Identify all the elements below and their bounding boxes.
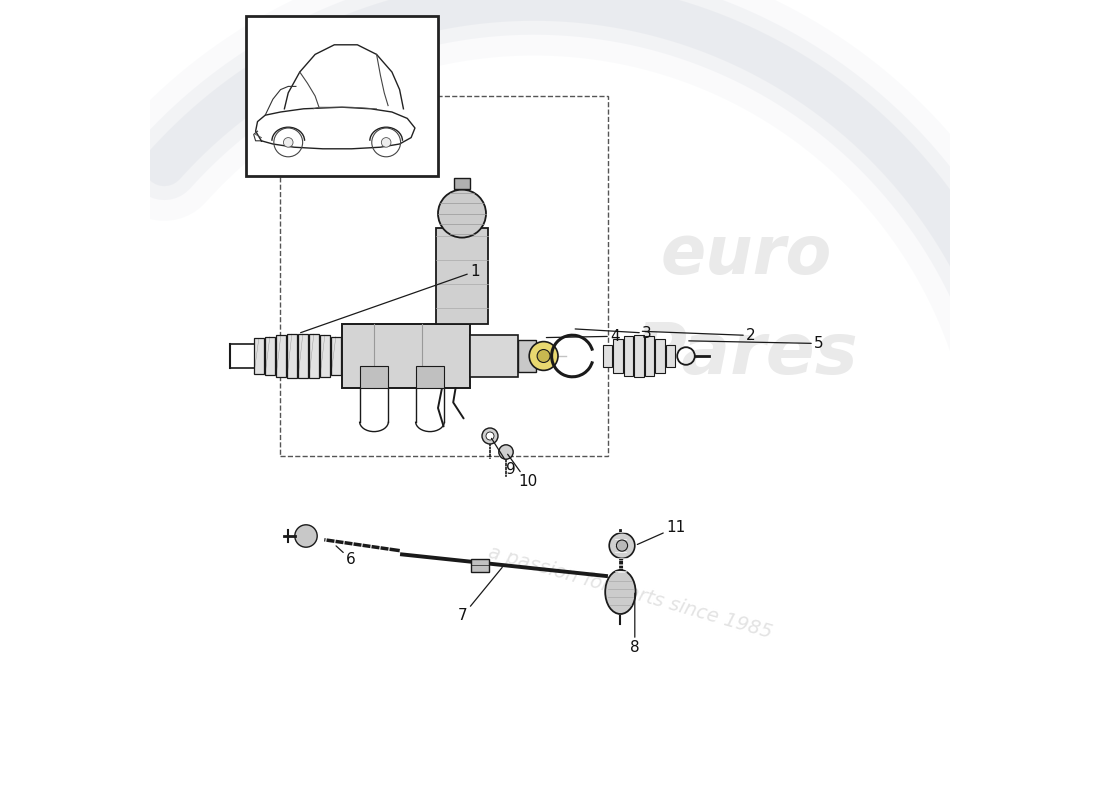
Bar	[276, 335, 286, 377]
Bar	[614, 339, 623, 373]
Circle shape	[529, 342, 558, 370]
Bar	[246, 16, 438, 176]
Circle shape	[295, 525, 317, 547]
Bar	[603, 345, 612, 367]
Circle shape	[486, 432, 494, 440]
Text: 3: 3	[575, 326, 651, 341]
Bar	[254, 338, 264, 374]
Circle shape	[616, 540, 628, 551]
Bar	[656, 339, 664, 373]
Bar	[471, 558, 488, 571]
Bar	[309, 334, 319, 378]
Text: 5: 5	[689, 336, 824, 351]
Circle shape	[382, 138, 390, 147]
Bar	[280, 96, 607, 456]
Text: Pares: Pares	[634, 320, 858, 389]
Bar	[320, 335, 330, 377]
Circle shape	[537, 350, 550, 362]
Text: 8: 8	[630, 593, 639, 655]
Bar	[454, 178, 470, 189]
Circle shape	[438, 190, 486, 238]
Bar	[666, 345, 675, 367]
Bar	[287, 334, 297, 378]
Bar	[265, 337, 275, 375]
Bar	[635, 335, 643, 377]
Bar	[624, 336, 634, 376]
Text: 6: 6	[336, 546, 355, 567]
Bar	[360, 366, 388, 388]
Ellipse shape	[605, 570, 636, 614]
Text: 2: 2	[642, 328, 756, 343]
Text: 10: 10	[507, 454, 537, 490]
Text: 1: 1	[300, 264, 480, 333]
Circle shape	[609, 533, 635, 558]
Bar	[342, 324, 470, 388]
Text: 7: 7	[458, 567, 503, 623]
Bar	[416, 366, 444, 388]
Text: 9: 9	[492, 438, 516, 477]
Circle shape	[284, 138, 293, 147]
Circle shape	[498, 445, 514, 459]
Bar	[298, 334, 308, 378]
Bar	[645, 336, 654, 376]
Text: a passion for parts since 1985: a passion for parts since 1985	[486, 542, 774, 642]
Circle shape	[482, 428, 498, 444]
Bar	[331, 337, 341, 375]
Text: euro: euro	[660, 222, 832, 288]
Bar	[518, 340, 536, 371]
Text: 11: 11	[637, 520, 685, 545]
Bar	[470, 335, 518, 377]
Text: 4: 4	[547, 329, 619, 344]
Bar	[436, 228, 488, 324]
